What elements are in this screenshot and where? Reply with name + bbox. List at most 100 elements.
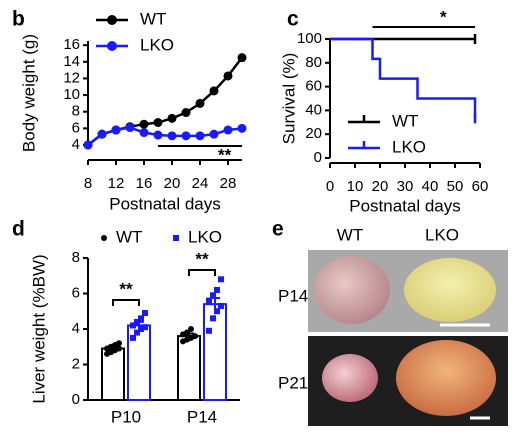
column-label: LKO — [425, 225, 459, 244]
data-point — [209, 86, 219, 96]
legend-marker — [101, 235, 107, 241]
liver-lko-p14 — [404, 258, 496, 322]
data-point — [195, 131, 205, 141]
x-tick-label: 40 — [422, 178, 439, 195]
y-tick-label: 20 — [305, 125, 322, 142]
data-point — [134, 329, 140, 336]
data-point — [237, 53, 247, 63]
data-point — [139, 119, 149, 129]
y-tick-label: 0 — [72, 391, 80, 408]
data-point — [214, 286, 220, 293]
liver-wt-p14 — [314, 256, 390, 324]
liver-lko-p21 — [396, 340, 496, 416]
panel-letter: d — [12, 218, 25, 241]
x-tick-label: 8 — [84, 175, 92, 192]
legend-label: WT — [140, 9, 166, 28]
data-point — [139, 128, 149, 138]
row-label: P14 — [278, 286, 308, 305]
legend-label: LKO — [392, 137, 426, 156]
x-tick-label: 30 — [397, 178, 414, 195]
y-tick-label: 60 — [305, 78, 322, 95]
legend-label: LKO — [140, 35, 174, 54]
x-tick-label: 16 — [136, 175, 153, 192]
data-point — [138, 326, 144, 332]
data-point — [184, 329, 190, 336]
data-point — [218, 302, 224, 309]
panel-letter: c — [287, 8, 299, 31]
significance-bracket — [188, 269, 216, 276]
x-axis-label: Postnatal days — [349, 196, 461, 215]
survival-line — [330, 37, 477, 119]
data-point — [192, 333, 198, 340]
x-tick-label: 60 — [472, 178, 489, 195]
legend-marker — [107, 15, 117, 25]
y-tick-label: 2 — [72, 355, 80, 372]
y-tick-label: 6 — [72, 284, 80, 301]
y-tick-label: 80 — [305, 54, 322, 71]
data-point — [181, 131, 191, 141]
data-point — [210, 292, 216, 299]
data-point — [138, 315, 144, 322]
x-tick-label: 10 — [347, 178, 364, 195]
y-tick-label: 8 — [72, 103, 80, 120]
y-tick-label: 12 — [63, 69, 80, 86]
data-point — [134, 318, 140, 325]
y-tick-label: 6 — [72, 119, 80, 136]
y-tick-label: 4 — [72, 136, 80, 153]
data-point — [223, 71, 233, 81]
data-point — [130, 334, 136, 341]
liver-wt-p21 — [322, 354, 378, 402]
data-point — [237, 123, 247, 133]
annotation: * — [440, 7, 447, 26]
x-tick-label: 28 — [220, 175, 237, 192]
panel-letter: e — [272, 218, 284, 241]
panel-letter: b — [12, 8, 25, 31]
data-point — [111, 125, 121, 135]
data-point — [125, 123, 135, 133]
x-tick-label: 0 — [326, 178, 334, 195]
column-label: WT — [337, 225, 363, 244]
data-point — [116, 340, 122, 347]
data-point — [223, 125, 233, 135]
data-point — [142, 310, 148, 317]
y-tick-label: 10 — [63, 86, 80, 103]
y-tick-label: 8 — [72, 249, 80, 266]
data-point — [167, 131, 177, 141]
data-point — [142, 324, 148, 331]
legend-label: LKO — [188, 227, 222, 246]
legend-label: WT — [392, 111, 418, 130]
legend-marker — [107, 41, 117, 51]
data-point — [181, 108, 191, 118]
data-point — [116, 345, 122, 352]
x-tick-label: P10 — [111, 407, 141, 426]
data-point — [209, 129, 219, 139]
data-point — [206, 297, 212, 304]
x-tick-label: 20 — [372, 178, 389, 195]
data-point — [97, 129, 107, 139]
x-tick-label: 50 — [447, 178, 464, 195]
data-point — [214, 308, 220, 315]
x-tick-label: 12 — [108, 175, 125, 192]
x-tick-label: P14 — [187, 407, 217, 426]
photo-panel — [308, 250, 508, 426]
data-line — [87, 126, 243, 146]
data-point — [167, 113, 177, 123]
x-tick-label: 24 — [192, 175, 209, 192]
annotation: ** — [119, 279, 133, 298]
data-point — [153, 130, 163, 140]
y-axis-label: Survival (%) — [279, 53, 298, 145]
x-axis-label: Postnatal days — [109, 194, 221, 213]
bar — [177, 335, 201, 402]
data-point — [195, 98, 205, 108]
data-point — [218, 276, 224, 283]
significance-bracket — [112, 299, 140, 306]
legend-marker — [173, 235, 179, 241]
annotation: ** — [218, 145, 232, 164]
row-label: P21 — [278, 373, 308, 392]
data-point — [83, 140, 93, 150]
data-point — [188, 326, 194, 332]
y-tick-label: 100 — [297, 30, 322, 47]
y-tick-label: 4 — [72, 320, 80, 337]
y-axis-label: Body weight (g) — [19, 34, 38, 152]
y-tick-label: 0 — [314, 149, 322, 166]
